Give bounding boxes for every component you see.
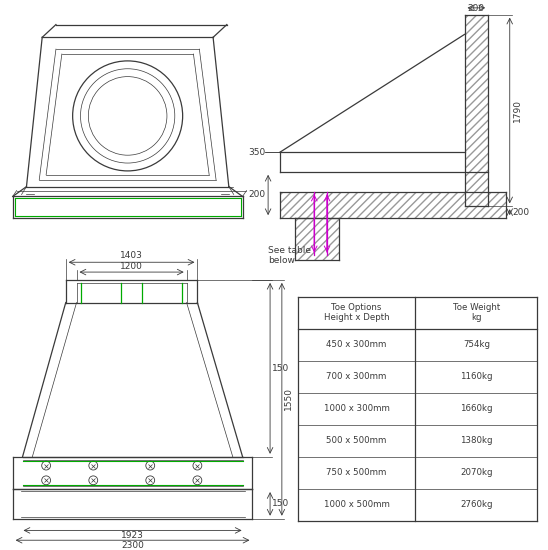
Text: Toe Options
Height x Depth: Toe Options Height x Depth	[324, 303, 389, 322]
Text: Toe Weight
kg: Toe Weight kg	[453, 303, 500, 322]
Text: 1550: 1550	[284, 387, 293, 410]
Text: See table
below: See table below	[268, 246, 311, 265]
Text: 150: 150	[272, 499, 289, 508]
Text: 1790: 1790	[513, 98, 522, 122]
Text: 1000 x 500mm: 1000 x 500mm	[323, 500, 390, 509]
Text: 150: 150	[272, 364, 289, 373]
Text: 700 x 300mm: 700 x 300mm	[326, 372, 387, 381]
Text: 2760kg: 2760kg	[460, 500, 493, 509]
Text: 1380kg: 1380kg	[460, 436, 493, 445]
Text: 1660kg: 1660kg	[460, 404, 493, 413]
Text: 500 x 500mm: 500 x 500mm	[326, 436, 387, 445]
Text: 200: 200	[468, 4, 485, 13]
Text: 2070kg: 2070kg	[460, 468, 493, 477]
Text: 350: 350	[248, 148, 265, 157]
Text: 1200: 1200	[120, 262, 143, 271]
Polygon shape	[465, 15, 488, 206]
Text: 2300: 2300	[121, 541, 144, 550]
Text: 1000 x 300mm: 1000 x 300mm	[323, 404, 390, 413]
Text: 450 x 300mm: 450 x 300mm	[326, 340, 387, 349]
Text: 200: 200	[513, 208, 530, 217]
Polygon shape	[280, 191, 506, 218]
Text: 1160kg: 1160kg	[460, 372, 493, 381]
Text: 200: 200	[248, 190, 265, 199]
Text: 1403: 1403	[120, 251, 143, 260]
Text: 1923: 1923	[121, 531, 144, 541]
Text: 750 x 500mm: 750 x 500mm	[326, 468, 387, 477]
Text: 754kg: 754kg	[463, 340, 490, 349]
Polygon shape	[295, 218, 339, 260]
